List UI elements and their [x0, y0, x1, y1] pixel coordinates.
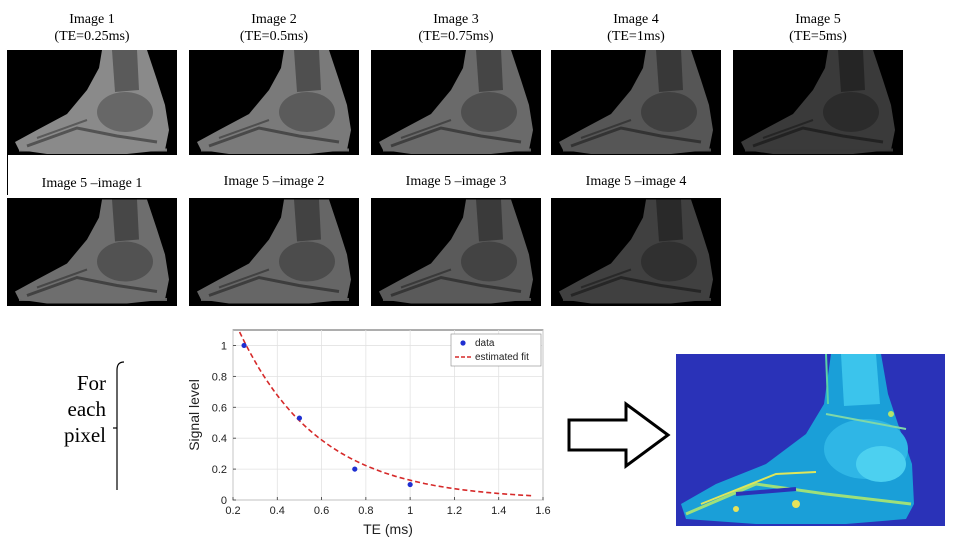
fit-curve-line — [238, 331, 532, 497]
x-axis-label: TE (ms) — [363, 521, 413, 537]
x-tick-label: 1.2 — [447, 505, 462, 517]
divider-line — [7, 155, 8, 195]
y-axis-label: Signal level — [186, 379, 202, 451]
for-text-line3: pixel — [64, 423, 106, 447]
image-2-te: (TE=0.5ms) — [239, 29, 309, 44]
diff-2-label: Image 5 –image 2 — [223, 174, 325, 189]
y-tick-label: 0.6 — [212, 402, 227, 414]
diff-image-2 — [189, 198, 359, 306]
diff-image-3 — [371, 198, 541, 306]
diff-4-label: Image 5 –image 4 — [585, 174, 687, 189]
image-2-label: Image 2 (TE=0.5ms) — [189, 11, 359, 45]
x-tick-label: 1.6 — [535, 505, 550, 517]
for-each-pixel-text: For each pixel — [40, 370, 110, 448]
bracket — [113, 361, 125, 490]
legend-box — [450, 333, 542, 367]
y-tick-label: 0.4 — [212, 433, 227, 445]
legend-data-marker — [460, 340, 466, 346]
x-tick-label: 0.2 — [225, 505, 240, 517]
diff-image-1 — [7, 198, 177, 306]
image-4-te: (TE=1ms) — [607, 29, 665, 44]
x-tick-label: 0.4 — [270, 505, 285, 517]
diff-image-4 — [551, 198, 721, 306]
image-5-te: (TE=5ms) — [789, 29, 847, 44]
diff-1-label: Image 5 –image 1 — [41, 176, 143, 191]
legend-data-label: data — [475, 338, 495, 349]
for-text-line1: For — [76, 371, 106, 395]
mri-image-2 — [189, 50, 359, 155]
x-tick-label: 0.8 — [358, 505, 373, 517]
image-2-title: Image 2 — [251, 12, 297, 27]
y-tick-label: 1 — [221, 340, 227, 352]
diff-3-label: Image 5 –image 3 — [405, 174, 507, 189]
mri-image-1 — [7, 50, 177, 155]
mri-image-4 — [551, 50, 721, 155]
image-5-title: Image 5 — [795, 12, 841, 27]
y-tick-label: 0.8 — [212, 371, 227, 383]
image-4-label: Image 4 (TE=1ms) — [551, 11, 721, 45]
t2-star-color-map — [676, 354, 945, 526]
image-4-title: Image 4 — [613, 12, 659, 27]
for-text-line2: each — [67, 397, 106, 421]
x-tick-label: 0.6 — [314, 505, 329, 517]
decay-chart: 0.2 0.4 0.6 0.8 1 1.2 1.4 1.6 0 0.2 0.4 0.6 0.8 1 TE (… — [185, 322, 555, 544]
image-3-te: (TE=0.75ms) — [418, 29, 494, 44]
image-3-title: Image 3 — [433, 12, 479, 27]
data-point — [296, 415, 303, 421]
y-tick-label: 0.2 — [212, 464, 227, 476]
right-arrow-icon — [567, 401, 671, 469]
mri-image-3 — [371, 50, 541, 155]
image-1-label: Image 1 (TE=0.25ms) — [7, 11, 177, 45]
mri-image-5 — [733, 50, 903, 155]
image-1-te: (TE=0.25ms) — [54, 29, 130, 44]
x-tick-label: 1.4 — [491, 505, 506, 517]
x-tick-label: 1 — [407, 505, 413, 517]
image-1-title: Image 1 — [69, 12, 115, 27]
data-point — [241, 342, 247, 349]
legend-fit-label: estimated fit — [475, 352, 529, 363]
data-point — [407, 481, 413, 488]
image-5-label: Image 5 (TE=5ms) — [733, 11, 903, 45]
image-3-label: Image 3 (TE=0.75ms) — [371, 11, 541, 45]
data-point — [352, 466, 358, 472]
y-tick-label: 0 — [221, 495, 227, 507]
